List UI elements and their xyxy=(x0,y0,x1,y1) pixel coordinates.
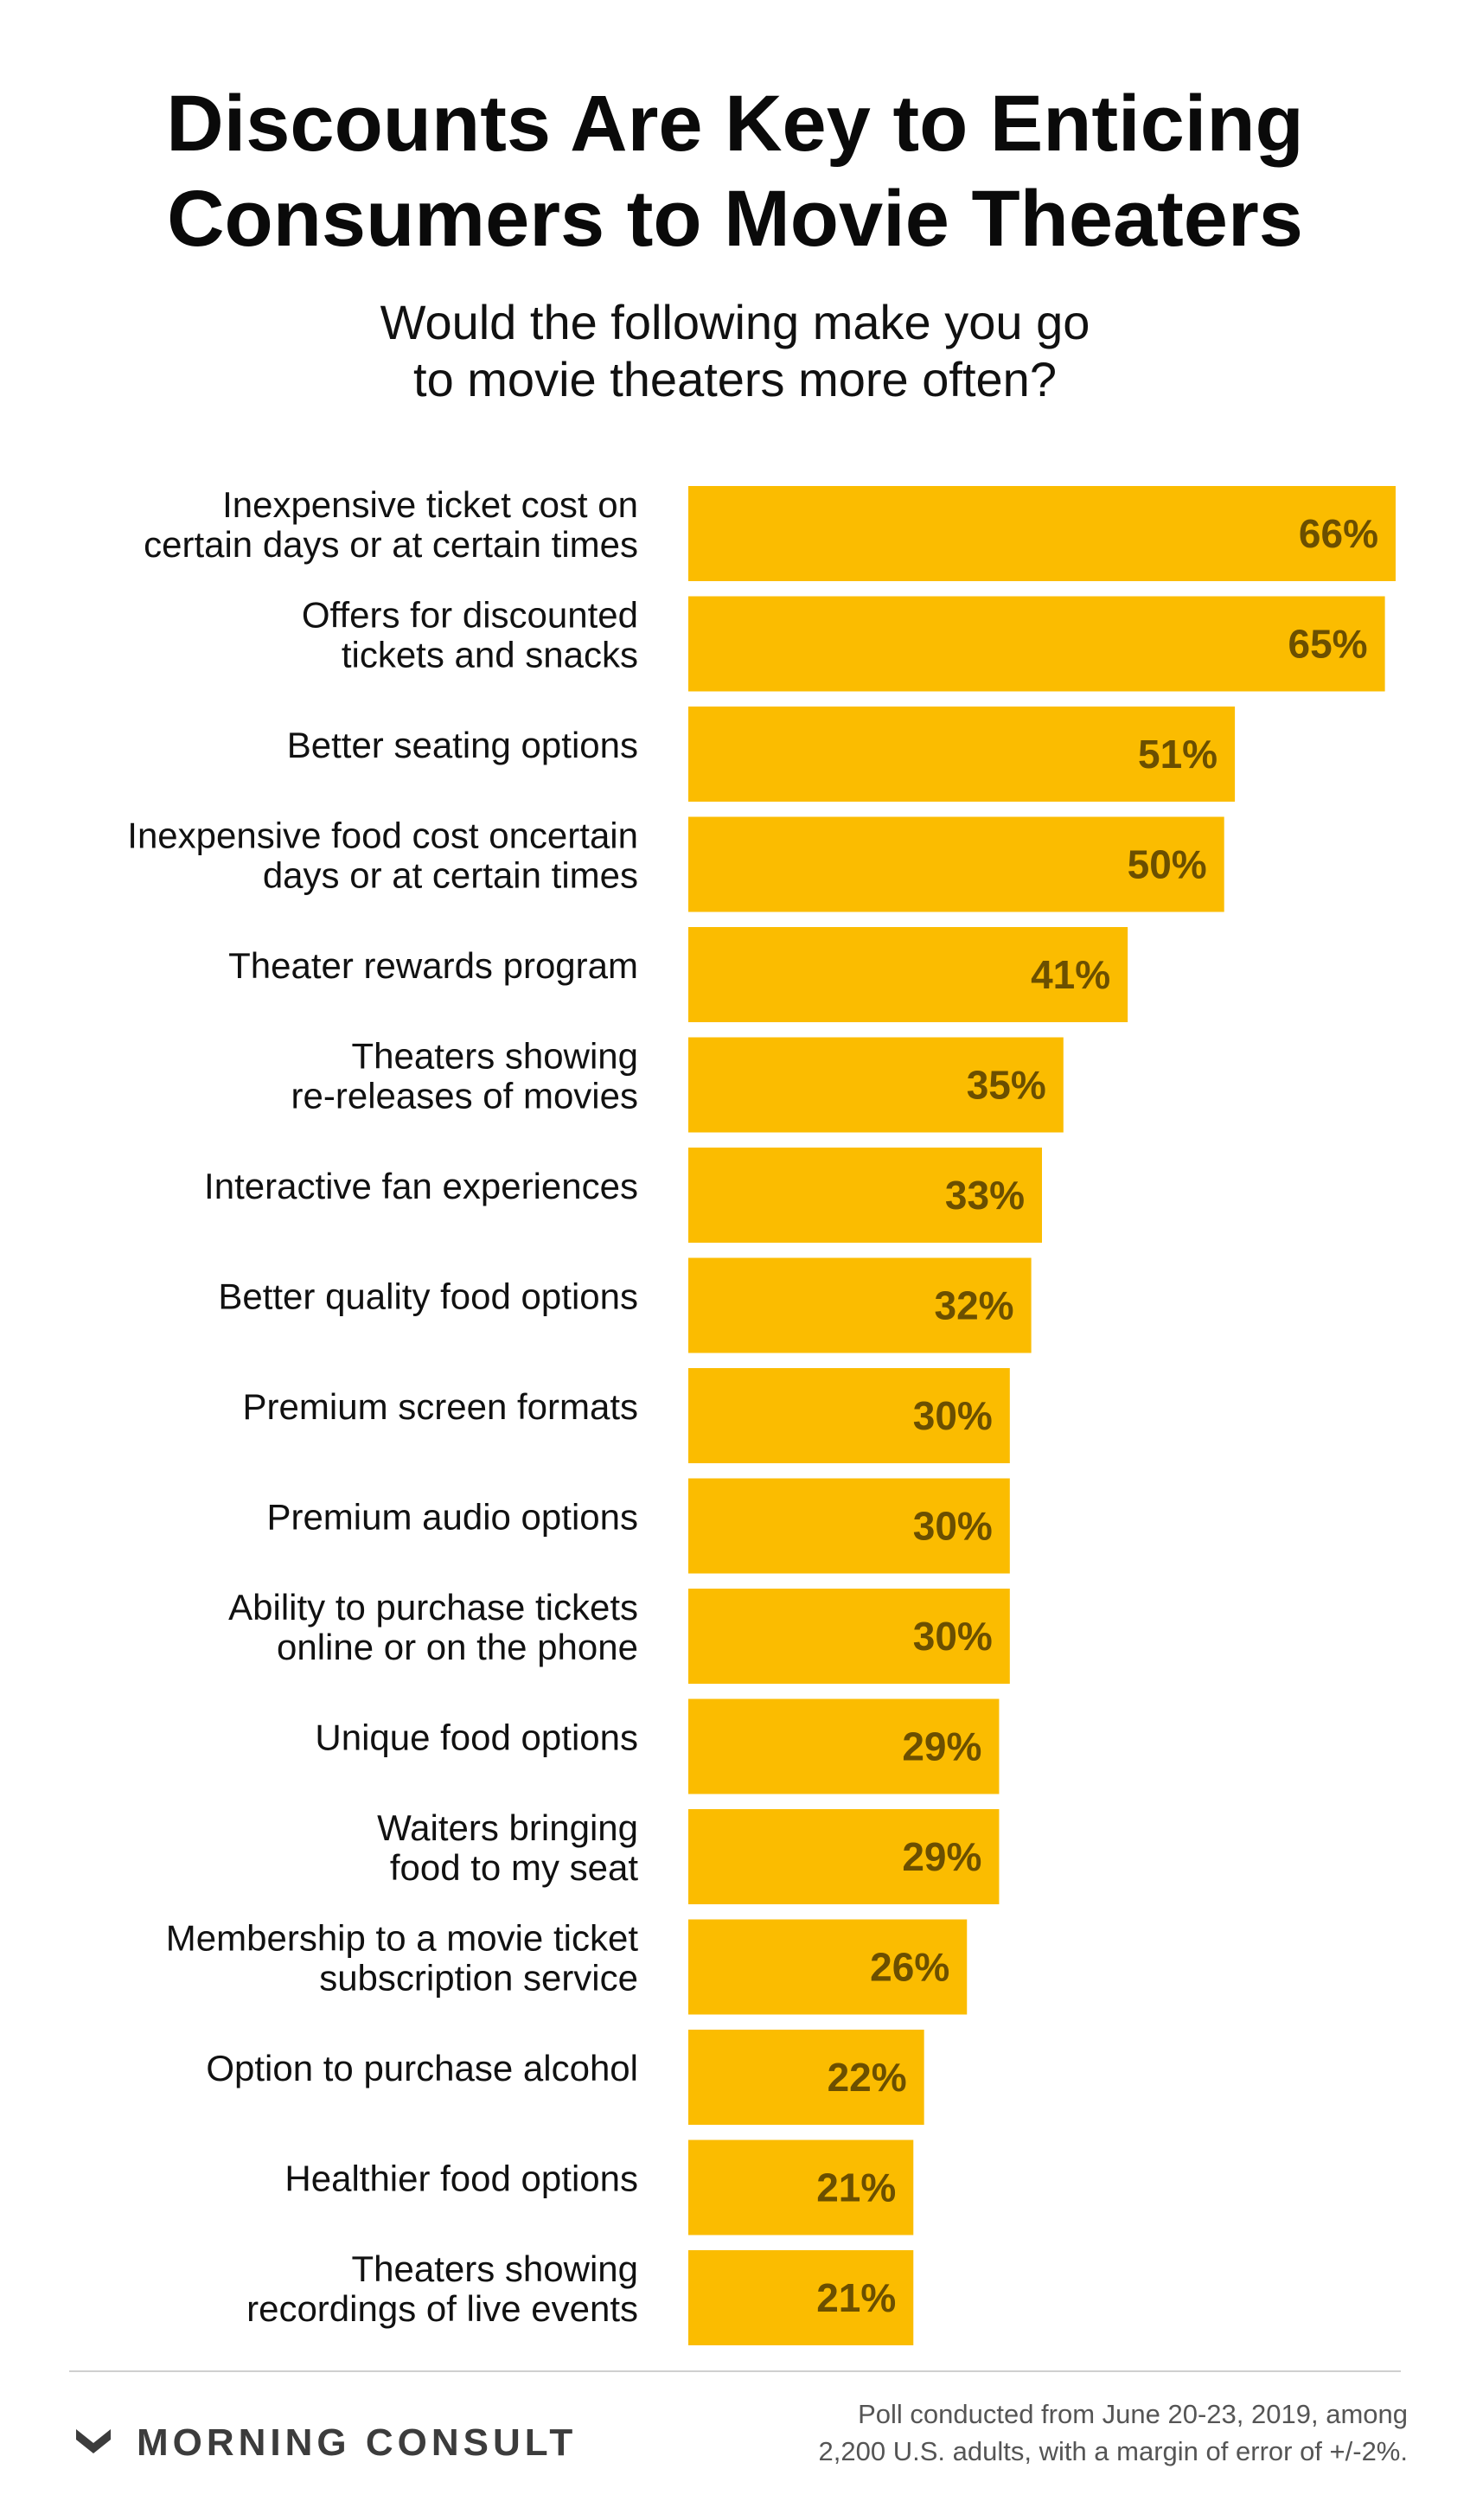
bar-value-label: 33% xyxy=(945,1173,1025,1218)
category-label-line: Ability to purchase tickets xyxy=(228,1587,638,1628)
category-label-line: Inexpensive ticket cost on xyxy=(222,484,638,525)
bar xyxy=(688,1257,1032,1353)
bar-value-label: 21% xyxy=(816,2275,896,2320)
category-label: Interactive fan experiences xyxy=(204,1166,638,1206)
category-label-line: Better seating options xyxy=(287,725,638,765)
chart-subtitle: Would the following make you go to movie… xyxy=(0,294,1470,408)
category-label: Inexpensive ticket cost on certain days o… xyxy=(144,484,638,565)
bar xyxy=(688,486,1396,581)
bar xyxy=(688,1478,1010,1574)
category-label-line: Waiters bringing xyxy=(377,1807,638,1848)
bar xyxy=(688,1368,1010,1463)
category-label: Option to purchase alcohol xyxy=(206,2048,638,2088)
category-label: Ability to purchase tickets online or on … xyxy=(228,1587,638,1667)
chart-title: Discounts Are Key to Enticing Consumers … xyxy=(0,76,1470,266)
bar-value-label: 22% xyxy=(828,2055,907,2100)
bar-value-label: 30% xyxy=(913,1504,993,1549)
category-label-line: Inexpensive food cost oncertain xyxy=(127,815,638,856)
morning-consult-logo: MORNING CONSULT xyxy=(74,2421,577,2465)
category-label-line: re-releases of movies xyxy=(291,1076,638,1116)
category-label: Offers for discounted tickets and snacks xyxy=(302,595,638,675)
bar xyxy=(688,816,1224,912)
bar-value-label: 29% xyxy=(902,1724,981,1769)
bar-value-label: 30% xyxy=(913,1614,993,1659)
category-label: Unique food options xyxy=(315,1717,638,1758)
chart-title-line-1: Discounts Are Key to Enticing xyxy=(166,80,1304,168)
bar xyxy=(688,596,1385,692)
category-label-line: Theaters showing xyxy=(351,2248,638,2289)
bar-chart: 66% Inexpensive ticket cost on certain day… xyxy=(127,484,1396,2345)
chart-title-line-2: Consumers to Movie Theaters xyxy=(167,175,1303,263)
bar-value-label: 50% xyxy=(1128,842,1207,887)
bar xyxy=(688,2030,924,2125)
bar-value-label: 65% xyxy=(1288,622,1368,667)
morning-consult-chevron-icon xyxy=(76,2429,111,2453)
bar-value-label: 30% xyxy=(913,1393,993,1438)
category-label-line: Better quality food options xyxy=(218,1276,638,1317)
category-label-line: Theater rewards program xyxy=(228,945,638,986)
category-label-line: subscription service xyxy=(319,1958,638,1999)
category-label-line: days or at certain times xyxy=(263,855,638,896)
bar-value-label: 29% xyxy=(902,1834,981,1879)
category-label-line: certain days or at certain times xyxy=(144,524,638,565)
note-line-2: 2,200 U.S. adults, with a margin of erro… xyxy=(818,2436,1408,2466)
category-label: Waiters bringing food to my seat xyxy=(377,1807,638,1888)
category-label: Theater rewards program xyxy=(228,945,638,986)
category-label-line: Premium screen formats xyxy=(243,1386,638,1427)
bar-value-label: 66% xyxy=(1299,511,1378,556)
category-label-line: Offers for discounted xyxy=(302,595,638,636)
category-label-line: Theaters showing xyxy=(351,1036,638,1077)
bar-value-label: 35% xyxy=(967,1063,1046,1108)
category-label-line: Healthier food options xyxy=(284,2159,638,2199)
category-label-line: Interactive fan experiences xyxy=(204,1166,638,1206)
bar xyxy=(688,2250,914,2345)
category-label: Membership to a movie ticket subscription… xyxy=(166,1918,639,1999)
bar xyxy=(688,1589,1010,1684)
category-label: Better seating options xyxy=(287,725,638,765)
bar xyxy=(688,927,1128,1022)
bar xyxy=(688,1148,1042,1243)
category-label: Better quality food options xyxy=(218,1276,638,1317)
category-label-line: online or on the phone xyxy=(277,1627,638,1667)
category-label-line: recordings of live events xyxy=(246,2288,638,2329)
bar xyxy=(688,1809,1000,1904)
category-label: Premium audio options xyxy=(266,1497,638,1538)
poll-methodology-note: Poll conducted from June 20-23, 2019, am… xyxy=(751,2395,1408,2470)
bar-value-label: 51% xyxy=(1138,732,1218,777)
bar xyxy=(688,1698,1000,1794)
category-label-line: Membership to a movie ticket xyxy=(166,1918,639,1959)
brand-name: MORNING CONSULT xyxy=(137,2421,578,2464)
bar-value-label: 32% xyxy=(935,1283,1014,1328)
bar-value-label: 26% xyxy=(870,1945,949,1990)
category-label-line: Premium audio options xyxy=(266,1497,638,1538)
chart-subtitle-line-1: Would the following make you go xyxy=(380,295,1090,349)
category-label: Theaters showing recordings of live event… xyxy=(246,2248,638,2329)
category-label: Theaters showing re-releases of movies xyxy=(291,1036,638,1116)
bar xyxy=(688,707,1236,802)
category-label-line: Option to purchase alcohol xyxy=(206,2048,638,2088)
footer-divider xyxy=(69,2370,1401,2372)
category-label: Premium screen formats xyxy=(243,1386,638,1427)
category-label: Inexpensive food cost oncertain days or a… xyxy=(127,815,638,896)
category-label: Healthier food options xyxy=(284,2159,638,2199)
bar-value-label: 41% xyxy=(1031,952,1110,997)
category-label-line: Unique food options xyxy=(315,1717,638,1758)
bar xyxy=(688,2139,914,2235)
category-label-line: food to my seat xyxy=(390,1847,638,1888)
bar xyxy=(688,1037,1064,1133)
note-line-1: Poll conducted from June 20-23, 2019, am… xyxy=(858,2399,1408,2429)
bar-value-label: 21% xyxy=(816,2165,896,2210)
category-label-line: tickets and snacks xyxy=(342,635,638,675)
chart-subtitle-line-2: to movie theaters more often? xyxy=(413,352,1057,406)
bar xyxy=(688,1919,968,2015)
